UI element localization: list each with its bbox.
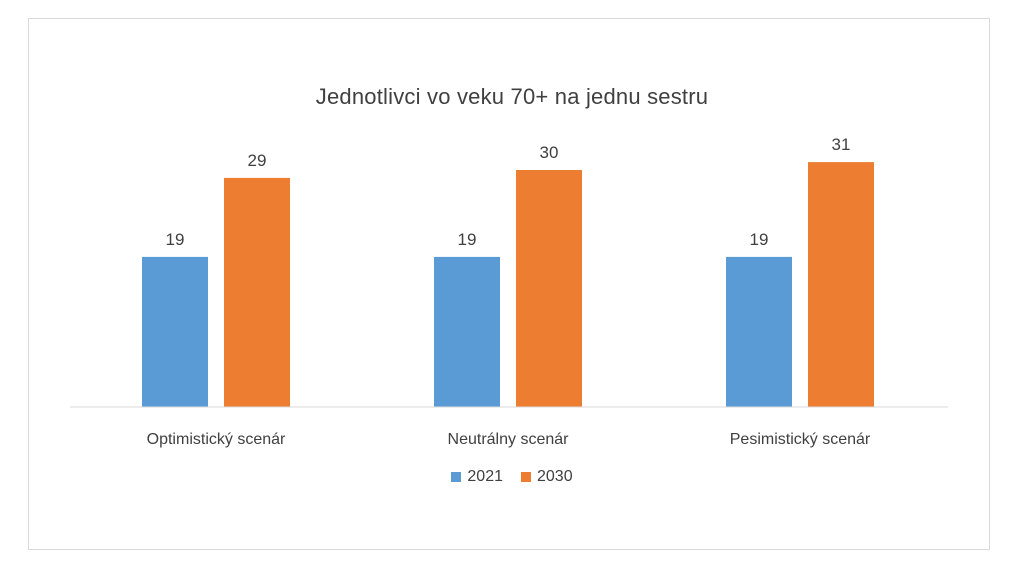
data-label-2021-3: 19 xyxy=(750,230,769,249)
category-label-1: Optimistický scenár xyxy=(147,431,286,448)
data-label-2021-2: 19 xyxy=(458,230,477,249)
data-label-2030-1: 29 xyxy=(248,151,267,170)
category-label-2: Neutrálny scenár xyxy=(448,431,570,448)
data-label-2030-3: 31 xyxy=(832,135,851,154)
legend-swatch-2030 xyxy=(521,472,531,482)
chart-title: Jednotlivci vo veku 70+ na jednu sestru xyxy=(315,84,709,109)
legend-item-2021: 2021 xyxy=(451,468,503,486)
legend-item-2030: 2030 xyxy=(521,468,573,486)
bar-2030-3 xyxy=(808,162,874,407)
chart-legend: 2021 2030 xyxy=(0,468,1024,486)
bar-2030-1 xyxy=(224,177,290,407)
legend-label-2030: 2030 xyxy=(537,468,573,485)
category-label-3: Pesimistický scenár xyxy=(730,431,871,448)
bar-2021-2 xyxy=(434,256,500,407)
legend-label-2021: 2021 xyxy=(467,468,503,485)
data-label-2021-1: 19 xyxy=(166,230,185,249)
data-label-2030-2: 30 xyxy=(540,143,559,162)
bar-2030-2 xyxy=(516,170,582,407)
bar-2021-3 xyxy=(726,256,792,407)
bar-2021-1 xyxy=(142,256,208,407)
legend-swatch-2021 xyxy=(451,472,462,482)
